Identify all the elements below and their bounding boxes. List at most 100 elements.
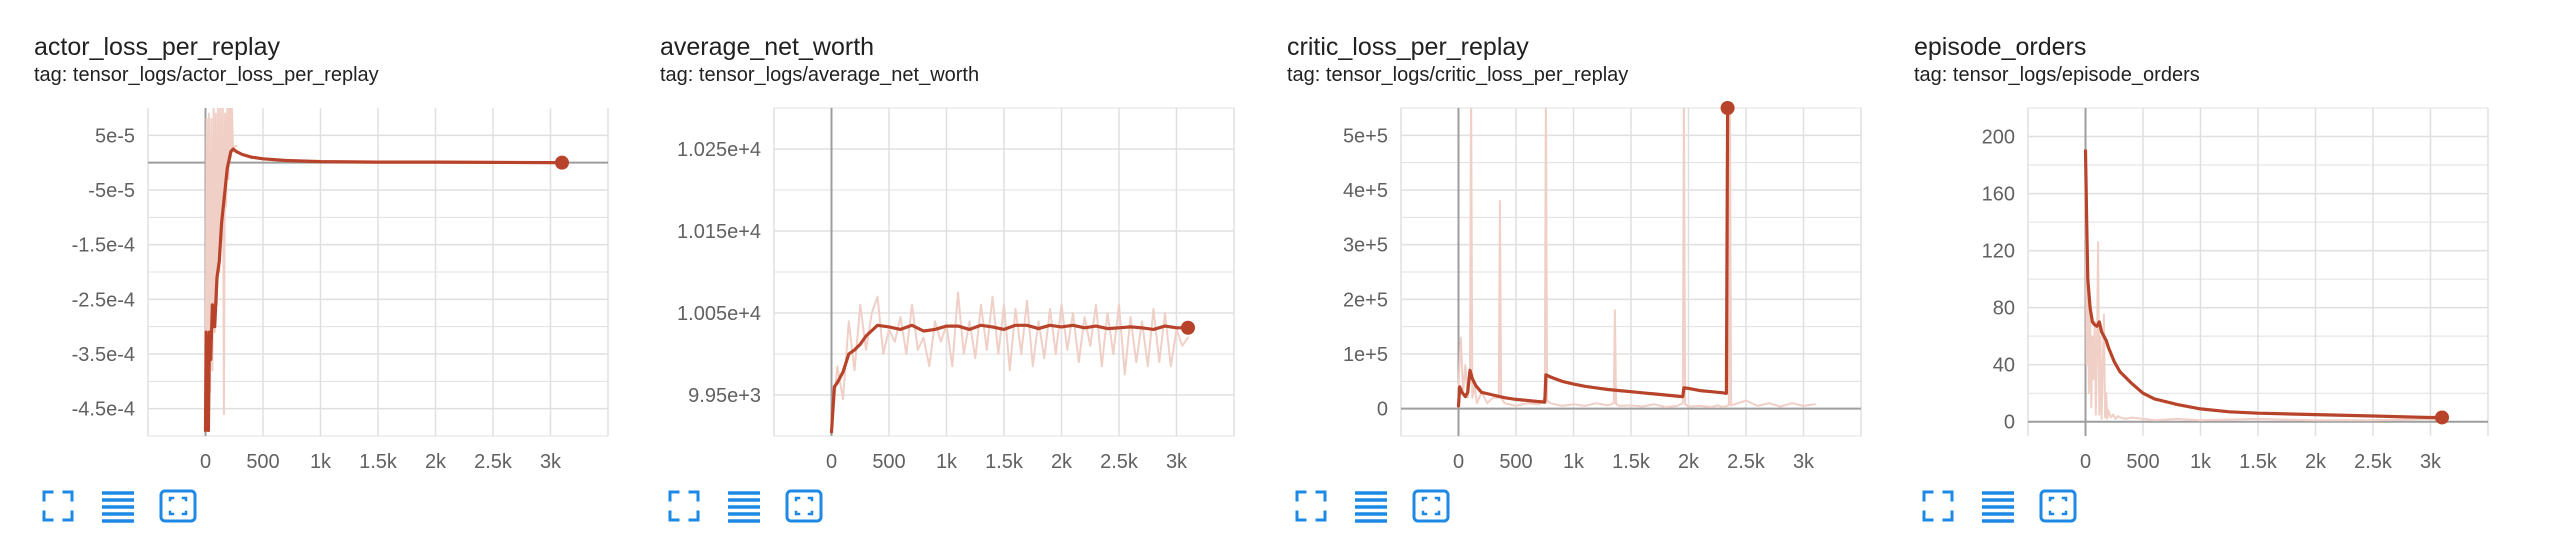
raw-series-line bbox=[830, 291, 1189, 433]
y-tick-label: -1.5e-4 bbox=[72, 235, 135, 257]
chart-tag: tag: tensor_logs/actor_loss_per_replay bbox=[34, 64, 379, 86]
fullscreen-icon bbox=[1922, 490, 1954, 522]
smoothed-series-line bbox=[2083, 149, 2444, 420]
chart-card-critic-loss-per-replay: critic_loss_per_replay tag: tensor_logs/c… bbox=[1253, 0, 1880, 548]
fit-domain-button[interactable] bbox=[158, 486, 198, 526]
chart-title: critic_loss_per_replay bbox=[1287, 33, 1529, 61]
y-tick-label: 200 bbox=[1982, 127, 2015, 149]
x-tick-label: 500 bbox=[246, 451, 279, 473]
x-tick-label: 1.5k bbox=[985, 451, 1024, 473]
toggle-log-scale-icon bbox=[102, 491, 134, 523]
chart-plot[interactable]: 0 500 1k 1.5k 2k 2.5k 3k 1.025e+4 1.015e+4 1.005e… bbox=[626, 0, 1253, 480]
fit-domain-icon bbox=[785, 489, 823, 523]
fullscreen-button[interactable] bbox=[1918, 486, 1958, 526]
y-tick-label: 0 bbox=[1377, 399, 1388, 421]
fullscreen-button[interactable] bbox=[664, 486, 704, 526]
fit-domain-button[interactable] bbox=[2038, 486, 2078, 526]
toggle-log-scale-button[interactable] bbox=[724, 486, 764, 526]
chart-title: episode_orders bbox=[1914, 33, 2087, 61]
fullscreen-button[interactable] bbox=[1291, 486, 1331, 526]
smoothed-series-line bbox=[1456, 108, 1730, 408]
y-tick-label: -5e-5 bbox=[88, 180, 135, 202]
fit-domain-icon bbox=[1412, 489, 1450, 523]
raw-series-line bbox=[1457, 108, 1816, 408]
x-tick-label: 2.5k bbox=[2354, 451, 2393, 473]
y-tick-label: -2.5e-4 bbox=[72, 289, 135, 311]
chart-title: average_net_worth bbox=[660, 33, 875, 61]
y-tick-label: 120 bbox=[1982, 241, 2015, 263]
y-tick-label: -4.5e-4 bbox=[72, 399, 135, 421]
chart-title: actor_loss_per_replay bbox=[34, 33, 280, 61]
x-tick-label: 2k bbox=[1051, 451, 1073, 473]
x-tick-label: 1k bbox=[1563, 451, 1585, 473]
y-tick-label: 9.95e+3 bbox=[688, 385, 761, 407]
series-group bbox=[829, 291, 1190, 434]
fullscreen-icon bbox=[668, 490, 700, 522]
x-tick-label: 0 bbox=[200, 451, 211, 473]
y-tick-label: 1.015e+4 bbox=[677, 221, 761, 243]
raw-series-line bbox=[204, 108, 238, 432]
grid bbox=[1400, 107, 1862, 437]
x-tick-label: 1.5k bbox=[2239, 451, 2278, 473]
chart-tag: tag: tensor_logs/episode_orders bbox=[1914, 64, 2200, 86]
series-group bbox=[203, 108, 564, 433]
x-tick-label: 2.5k bbox=[474, 451, 513, 473]
y-tick-label: 1.005e+4 bbox=[677, 303, 761, 325]
x-tick-label: 2k bbox=[425, 451, 447, 473]
x-tick-label: 500 bbox=[1499, 451, 1532, 473]
raw-series-line bbox=[2084, 149, 2443, 422]
chart-plot[interactable]: 0 500 1k 1.5k 2k 2.5k 3k 5e-5 -5e-5 -1.5e-4 -2.5e-… bbox=[0, 0, 627, 480]
toggle-log-scale-button[interactable] bbox=[1351, 486, 1391, 526]
fit-domain-button[interactable] bbox=[1411, 486, 1451, 526]
chart-plot[interactable]: 0 500 1k 1.5k 2k 2.5k 3k 200 160 120 80 40 0 bbox=[1880, 0, 2507, 480]
chart-card-average-net-worth: average_net_worth tag: tensor_logs/averag… bbox=[626, 0, 1253, 548]
y-tick-label: 2e+5 bbox=[1343, 289, 1388, 311]
y-tick-label: 3e+5 bbox=[1343, 235, 1388, 257]
series-group bbox=[2083, 149, 2444, 422]
x-tick-label: 1.5k bbox=[1612, 451, 1651, 473]
fit-domain-button[interactable] bbox=[784, 486, 824, 526]
last-point-marker[interactable] bbox=[2435, 410, 2449, 425]
x-tick-label: 1k bbox=[310, 451, 332, 473]
toggle-log-scale-icon bbox=[728, 491, 760, 523]
y-tick-label: 160 bbox=[1982, 184, 2015, 206]
chart-card-actor-loss-per-replay: actor_loss_per_replay tag: tensor_logs/ac… bbox=[0, 0, 627, 548]
smoothed-series-line bbox=[829, 323, 1190, 434]
x-tick-label: 0 bbox=[1453, 451, 1464, 473]
last-point-marker[interactable] bbox=[555, 155, 569, 170]
series-group bbox=[1456, 108, 1816, 408]
x-tick-label: 3k bbox=[540, 451, 562, 473]
y-tick-label: 1.025e+4 bbox=[677, 139, 761, 161]
y-tick-label: 80 bbox=[1993, 298, 2015, 320]
y-tick-label: 0 bbox=[2004, 412, 2015, 434]
toggle-log-scale-button[interactable] bbox=[1978, 486, 2018, 526]
fullscreen-icon bbox=[1295, 490, 1327, 522]
chart-tag: tag: tensor_logs/critic_loss_per_replay bbox=[1287, 64, 1629, 86]
chart-plot[interactable]: 0 500 1k 1.5k 2k 2.5k 3k 5e+5 4e+5 3e+5 2e+5 1e+5 0 bbox=[1253, 0, 1880, 480]
y-tick-label: 5e-5 bbox=[95, 125, 135, 147]
fit-domain-icon bbox=[2039, 489, 2077, 523]
x-tick-label: 2k bbox=[2305, 451, 2327, 473]
y-tick-label: 4e+5 bbox=[1343, 180, 1388, 202]
last-point-marker[interactable] bbox=[1181, 320, 1195, 335]
x-tick-label: 3k bbox=[1793, 451, 1815, 473]
x-tick-label: 1k bbox=[2190, 451, 2212, 473]
y-tick-label: 40 bbox=[1993, 355, 2015, 377]
fullscreen-icon bbox=[42, 490, 74, 522]
last-point-marker[interactable] bbox=[1720, 101, 1735, 115]
toggle-log-scale-icon bbox=[1982, 491, 2014, 523]
x-tick-label: 0 bbox=[826, 451, 837, 473]
fullscreen-button[interactable] bbox=[38, 486, 78, 526]
x-tick-label: 3k bbox=[1166, 451, 1188, 473]
x-tick-label: 500 bbox=[872, 451, 905, 473]
x-tick-label: 2.5k bbox=[1100, 451, 1139, 473]
x-tick-label: 3k bbox=[2420, 451, 2442, 473]
toggle-log-scale-button[interactable] bbox=[98, 486, 138, 526]
x-tick-label: 1.5k bbox=[359, 451, 398, 473]
chart-card-episode-orders: episode_orders tag: tensor_logs/episode_o… bbox=[1880, 0, 2507, 548]
fit-domain-icon bbox=[159, 489, 197, 523]
toggle-log-scale-icon bbox=[1355, 491, 1387, 523]
smoothed-series-line bbox=[203, 147, 564, 433]
y-tick-label: 1e+5 bbox=[1343, 344, 1388, 366]
x-tick-label: 0 bbox=[2080, 451, 2091, 473]
